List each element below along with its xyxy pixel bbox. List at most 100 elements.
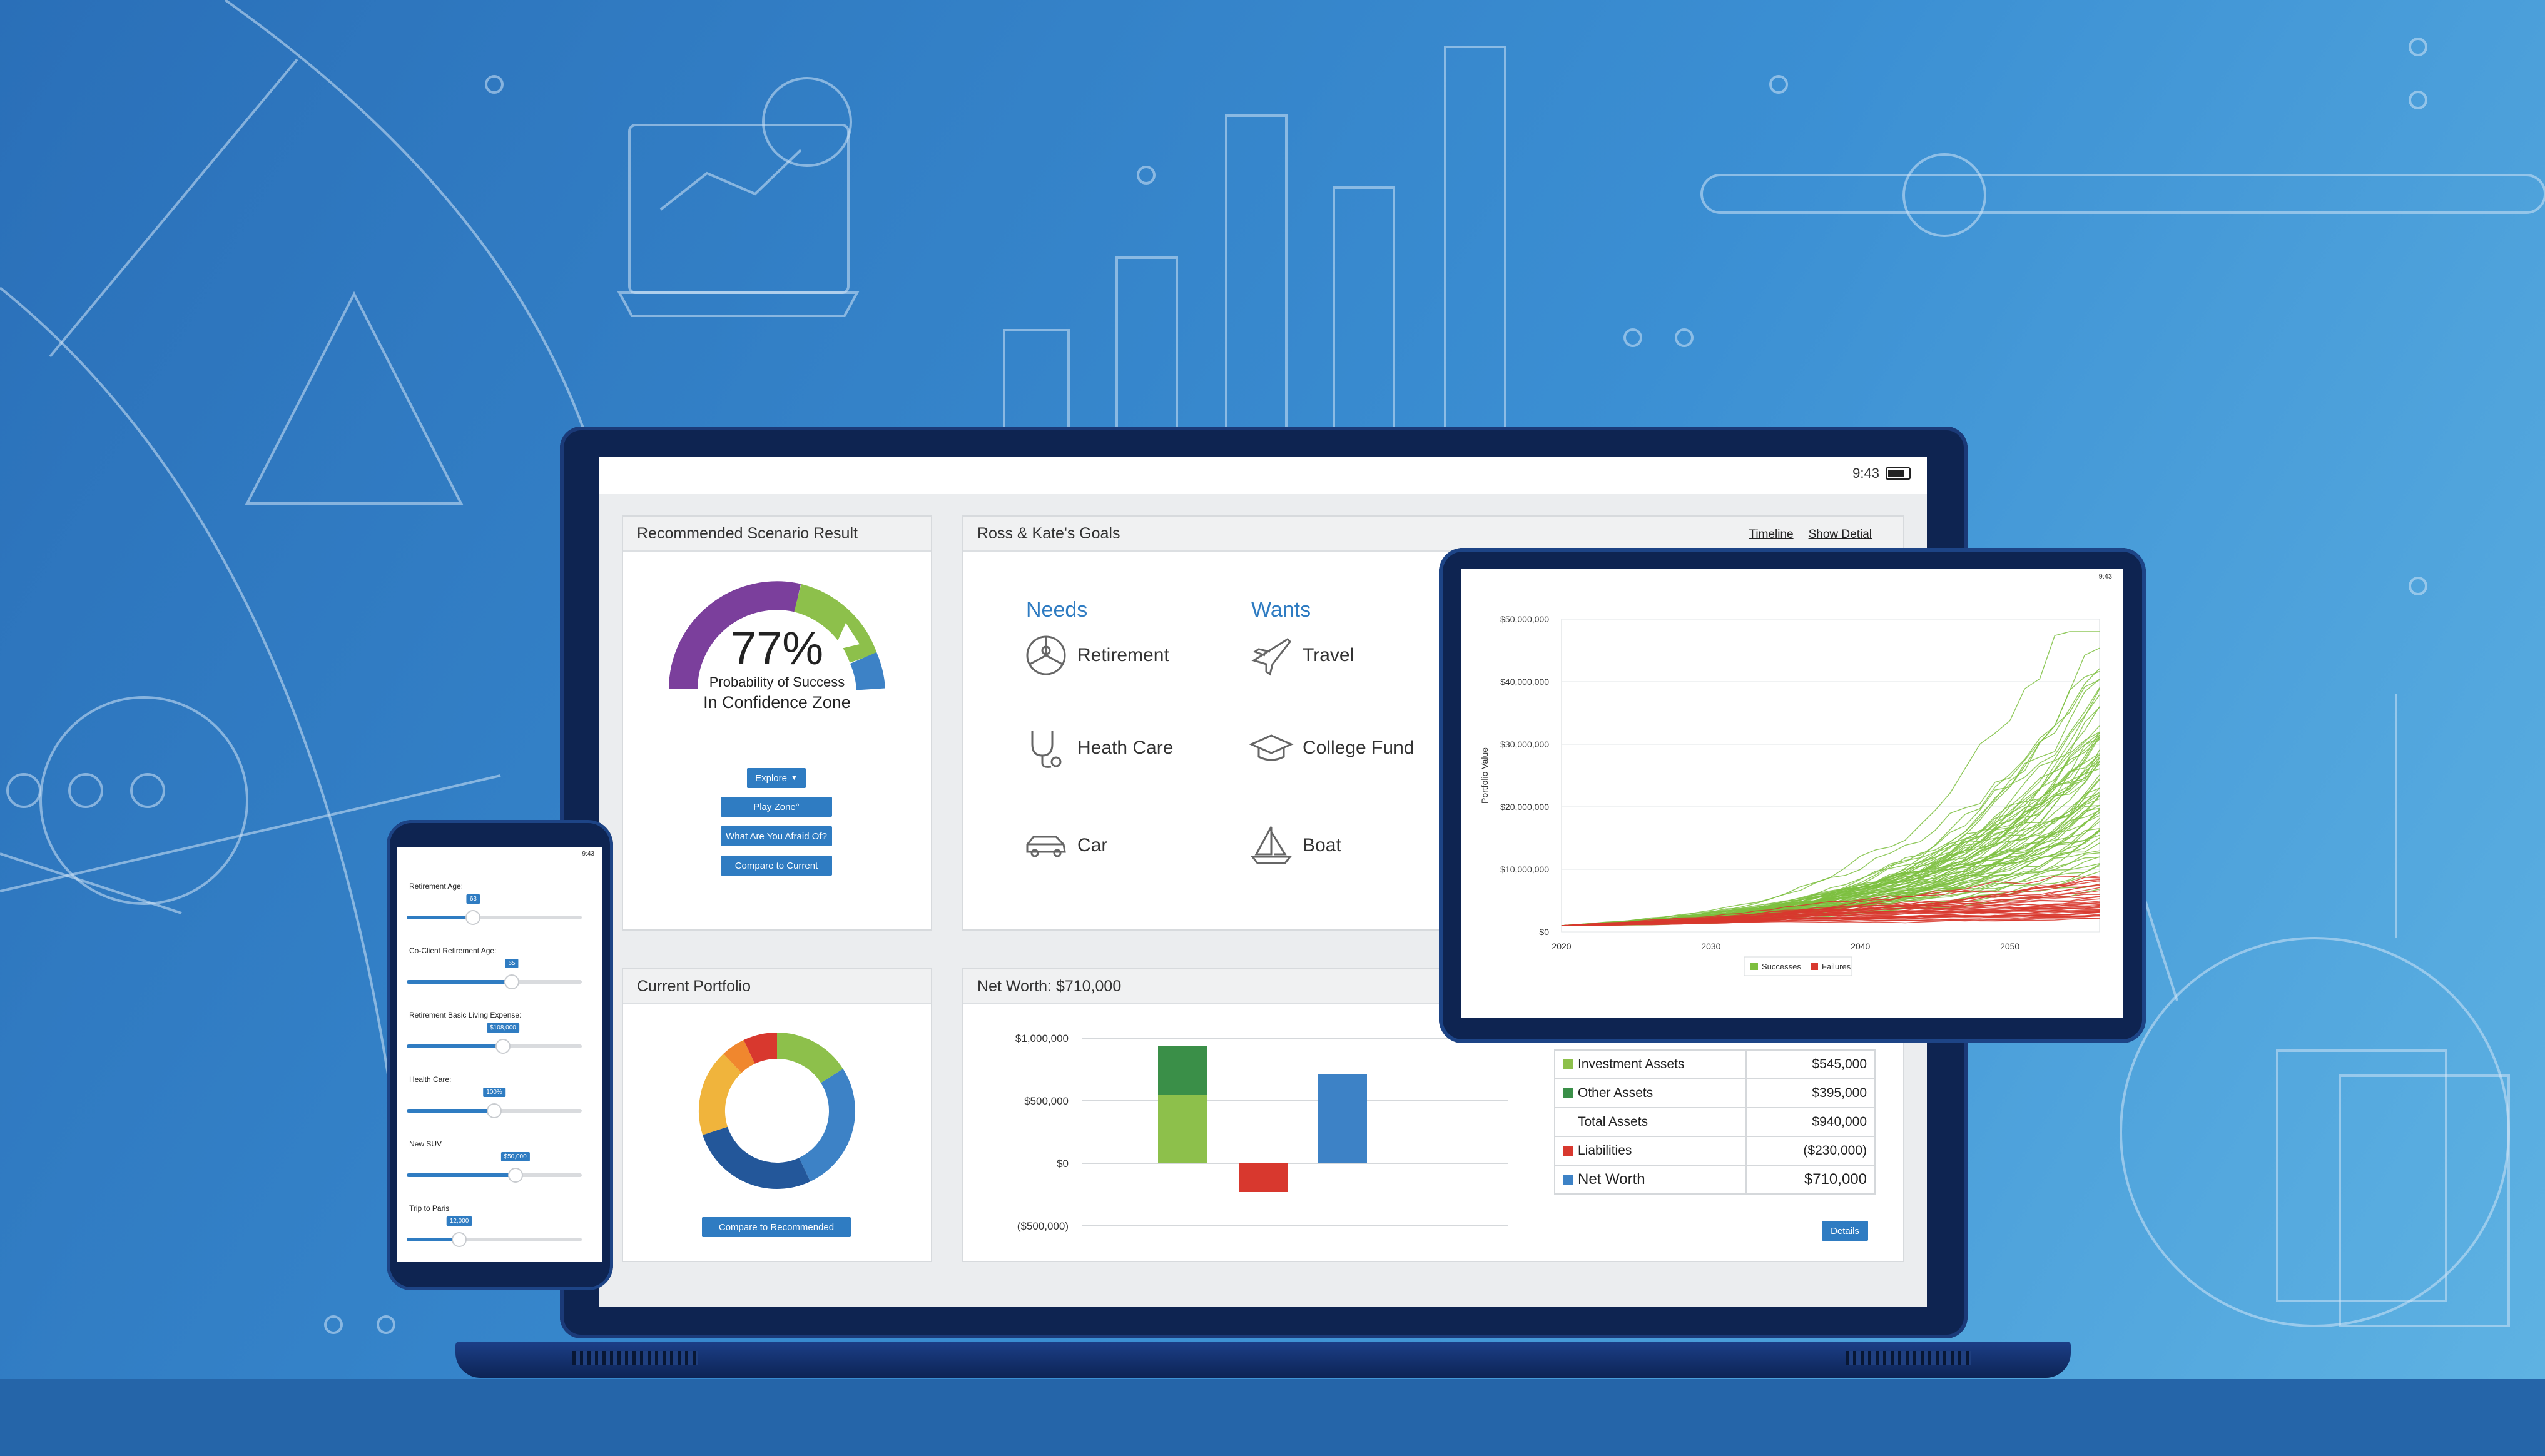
failure-path bbox=[1561, 906, 2100, 926]
gauge-arc-green bbox=[793, 584, 877, 664]
status-bar: 9:43 bbox=[1852, 465, 1911, 482]
row-label: Investment Assets bbox=[1554, 1049, 1747, 1079]
row-label-text: Other Assets bbox=[1578, 1086, 1653, 1100]
portfolio-donut bbox=[699, 1033, 855, 1189]
y-tick-label: $20,000,000 bbox=[1500, 802, 1549, 812]
slider-handle[interactable] bbox=[487, 1103, 502, 1118]
goal-boat[interactable]: Boat bbox=[1249, 823, 1341, 868]
y-tick-label: $1,000,000 bbox=[1015, 1033, 1069, 1044]
plot-area bbox=[1561, 619, 2100, 933]
laptop-vent-left bbox=[572, 1351, 698, 1365]
play-zone-button[interactable]: Play Zone° bbox=[721, 797, 832, 817]
monte-carlo-chart: $50,000,000 $40,000,000 $30,000,000 $20,000… bbox=[1480, 614, 2100, 976]
failure-path bbox=[1561, 911, 2100, 926]
slider-handle[interactable] bbox=[507, 1168, 523, 1183]
bar-other-assets bbox=[1158, 1046, 1207, 1095]
show-detail-link[interactable]: Show Detial bbox=[1808, 528, 1872, 541]
slider-handle[interactable] bbox=[495, 1039, 511, 1054]
phone-screen: 9:43 Retirement Age: 63 Co-Client Retireme… bbox=[397, 847, 602, 1262]
goal-car[interactable]: Car bbox=[1024, 823, 1107, 868]
row-label: Net Worth bbox=[1554, 1165, 1747, 1195]
stethoscope-icon bbox=[1031, 731, 1062, 768]
tablet-status-time: 9:43 bbox=[2098, 573, 2112, 580]
bar-liabilities bbox=[1239, 1163, 1288, 1192]
laptop-base bbox=[455, 1342, 2071, 1378]
slider-track[interactable]: $50,000 bbox=[407, 1152, 582, 1183]
y-tick-label: $0 bbox=[1057, 1158, 1069, 1170]
x-tick-label: 2030 bbox=[1701, 941, 1720, 951]
y-tick-label: $0 bbox=[1539, 927, 1549, 937]
slider-handle[interactable] bbox=[504, 974, 519, 989]
goal-retirement[interactable]: Retirement bbox=[1024, 633, 1169, 678]
goal-label: Car bbox=[1077, 835, 1108, 856]
bar-net-worth bbox=[1318, 1074, 1367, 1163]
table-row: Other Assets $395,000 bbox=[1554, 1078, 1876, 1108]
donut-slice-0 bbox=[776, 1033, 843, 1084]
scenario-panel: Recommended Scenario Result 77% Probabil… bbox=[622, 515, 932, 931]
gauge-arc-blue bbox=[850, 652, 885, 691]
table-row: Total Assets $940,000 bbox=[1554, 1107, 1876, 1137]
success-percent: 77% bbox=[730, 622, 824, 674]
afraid-button[interactable]: What Are You Afraid Of? bbox=[721, 826, 832, 846]
slider-track[interactable]: 63 bbox=[407, 894, 582, 925]
details-button[interactable]: Details bbox=[1822, 1221, 1868, 1241]
compare-to-current-button[interactable]: Compare to Current bbox=[721, 856, 832, 876]
slider-track[interactable]: 65 bbox=[407, 959, 582, 989]
car-icon bbox=[1026, 836, 1066, 857]
explore-button[interactable]: Explore ▼ bbox=[747, 768, 806, 788]
success-path bbox=[1561, 761, 2100, 926]
row-label-text: Total Assets bbox=[1578, 1115, 1648, 1129]
slider-fill bbox=[407, 1238, 459, 1241]
slider-fill bbox=[407, 980, 512, 984]
graduation-cap-icon bbox=[1249, 734, 1294, 761]
slider-label: Health Care: bbox=[409, 1075, 452, 1084]
success-caption: Probability of Success bbox=[709, 674, 845, 690]
slider-label: Retirement Age: bbox=[409, 882, 464, 891]
legend-swatch bbox=[1563, 1117, 1573, 1127]
slider-value: 100% bbox=[483, 1088, 505, 1097]
gauge-pointer bbox=[833, 623, 860, 650]
goal-college-fund[interactable]: College Fund bbox=[1249, 725, 1414, 771]
slider-fill bbox=[407, 916, 474, 919]
portfolio-panel-title: Current Portfolio bbox=[623, 969, 931, 1004]
goal-label: Boat bbox=[1303, 835, 1341, 856]
legend-swatch bbox=[1563, 1146, 1573, 1156]
legend-swatch bbox=[1563, 1088, 1573, 1099]
goal-label: Heath Care bbox=[1077, 737, 1174, 758]
sailboat-icon bbox=[1250, 826, 1293, 864]
failure-path bbox=[1561, 876, 2100, 926]
slider-handle[interactable] bbox=[465, 910, 481, 925]
slider-fill bbox=[407, 1044, 503, 1048]
slider-track[interactable]: 12,000 bbox=[407, 1216, 582, 1247]
goal-travel[interactable]: Travel bbox=[1249, 633, 1354, 678]
failure-path bbox=[1561, 879, 2100, 926]
row-value: $395,000 bbox=[1745, 1078, 1876, 1108]
goals-panel-title: Ross & Kate's Goals bbox=[963, 517, 1903, 552]
failure-paths bbox=[1561, 875, 2100, 926]
donut-slice-3 bbox=[699, 1053, 742, 1135]
gauge-arc-purple bbox=[669, 581, 801, 690]
confidence-gauge bbox=[669, 581, 885, 691]
timeline-link[interactable]: Timeline bbox=[1749, 528, 1794, 541]
table-row: Liabilities ($230,000) bbox=[1554, 1136, 1876, 1166]
slider-track[interactable]: $108,000 bbox=[407, 1023, 582, 1054]
legend-label-failures: Failures bbox=[1822, 962, 1851, 971]
row-value: $940,000 bbox=[1745, 1107, 1876, 1137]
goal-label: Travel bbox=[1303, 645, 1354, 665]
bar-investment-assets bbox=[1158, 1095, 1207, 1163]
slider-handle[interactable] bbox=[452, 1232, 467, 1247]
status-time: 9:43 bbox=[1852, 465, 1879, 481]
battery-icon bbox=[1886, 467, 1911, 480]
x-tick-label: 2040 bbox=[1851, 941, 1870, 951]
needs-title: Needs bbox=[1026, 598, 1088, 622]
row-value: ($230,000) bbox=[1745, 1136, 1876, 1166]
goal-health-care[interactable]: Heath Care bbox=[1024, 725, 1173, 771]
tablet-screen: 9:43 $50,000,000 $40,000,000 $30,000,000 $2… bbox=[1461, 569, 2123, 1018]
compare-to-recommended-button[interactable]: Compare to Recommended bbox=[702, 1217, 851, 1237]
slider-value: 65 bbox=[505, 959, 519, 968]
slider-fill bbox=[407, 1109, 494, 1113]
airplane-icon bbox=[1251, 638, 1291, 676]
slider-track[interactable]: 100% bbox=[407, 1088, 582, 1118]
wants-title: Wants bbox=[1251, 598, 1311, 622]
success-path bbox=[1561, 668, 2100, 926]
